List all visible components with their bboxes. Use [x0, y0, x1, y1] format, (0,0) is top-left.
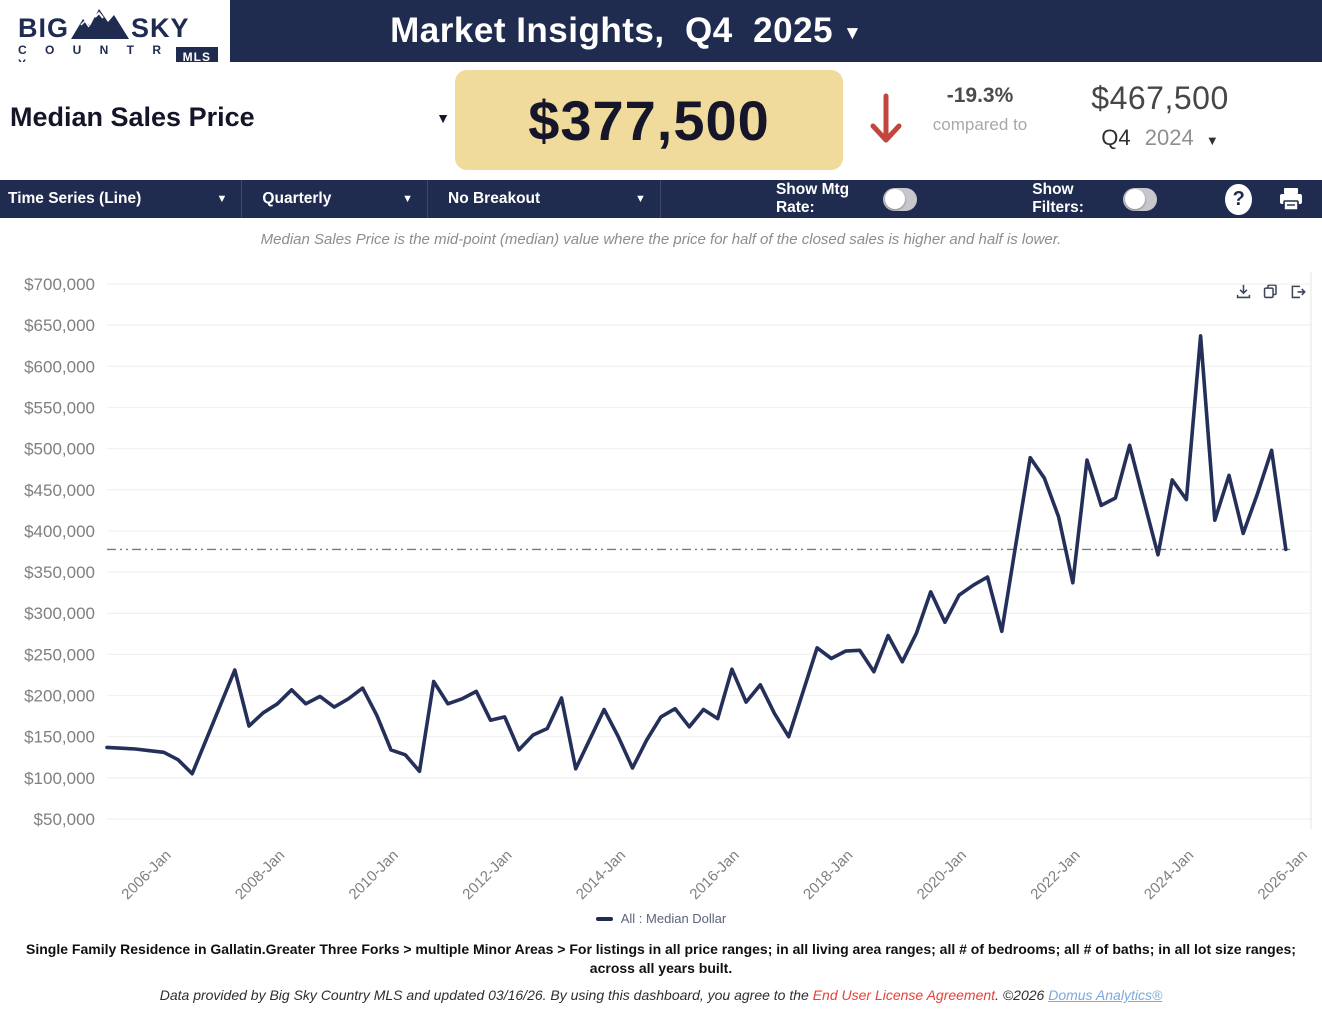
title-bar: Market Insights, Q4 2025 ▼ — [230, 0, 1322, 62]
chart-type-label: Time Series (Line) — [8, 190, 142, 207]
show-filters-label: Show Filters: — [1032, 181, 1084, 216]
mountain-icon — [71, 9, 130, 44]
y-axis-label: $350,000 — [24, 563, 95, 582]
y-axis-label: $650,000 — [24, 316, 95, 335]
export-icon[interactable] — [1289, 283, 1306, 300]
previous-period-selector[interactable]: Q4 2024 ▼ — [1070, 125, 1250, 151]
breakout-dropdown[interactable]: No Breakout ▼ — [428, 180, 661, 218]
y-axis-label: $150,000 — [24, 728, 95, 747]
y-axis-label: $400,000 — [24, 522, 95, 541]
mtg-rate-toggle[interactable] — [883, 187, 918, 211]
previous-value: $467,500 — [1091, 80, 1229, 116]
y-axis-label: $450,000 — [24, 481, 95, 500]
frequency-caret-icon: ▼ — [402, 193, 414, 205]
title-dropdown[interactable]: Market Insights, Q4 2025 ▼ — [390, 11, 862, 51]
breakout-label: No Breakout — [448, 190, 541, 207]
filters-summary-text: Single Family Residence in Gallatin.Grea… — [26, 941, 1296, 976]
y-axis-label: $250,000 — [24, 645, 95, 664]
compared-to-label: compared to — [932, 115, 1028, 134]
y-axis-label: $100,000 — [24, 769, 95, 788]
eula-link[interactable]: End User License Agreement — [812, 987, 996, 1003]
frequency-label: Quarterly — [262, 190, 332, 207]
y-axis-label: $300,000 — [24, 604, 95, 623]
logo-word-sky: SKY — [131, 13, 190, 43]
previous-period-block: $467,500 Q4 2024 ▼ — [1070, 80, 1250, 151]
legend-line-swatch — [595, 916, 613, 921]
median-dollar-line-series — [105, 334, 1288, 776]
attribution-mid: . ©2026 — [995, 987, 1049, 1003]
x-axis-label: 2010-Jan — [346, 847, 402, 903]
help-button[interactable]: ? — [1225, 183, 1253, 215]
x-axis-label: 2020-Jan — [914, 847, 970, 903]
filters-toggle-knob — [1125, 189, 1146, 209]
chart-subtitle: Median Sales Price is the mid-point (med… — [260, 231, 1062, 248]
chart-action-icons — [1235, 283, 1306, 300]
metric-caret-icon: ▼ — [436, 109, 450, 126]
y-axis-label: $550,000 — [24, 398, 95, 417]
change-percent: -19.3% — [946, 84, 1014, 107]
trend-down-arrow-icon — [868, 90, 904, 155]
x-axis-label: 2026-Jan — [1255, 847, 1311, 903]
domus-analytics-link[interactable]: Domus Analytics® — [1048, 987, 1163, 1003]
logo-word-big: BIG — [18, 13, 70, 43]
show-mtg-rate-label: Show Mtg Rate: — [775, 181, 850, 216]
filters-toggle[interactable] — [1123, 187, 1158, 211]
filters-toggle-group: Show Filters: — [1032, 181, 1158, 217]
legend-label: All : Median Dollar — [620, 911, 727, 926]
header: BIG SKY C O U N T R Y MLS Market Insight… — [0, 0, 1322, 71]
change-block: -19.3% compared to — [915, 84, 1045, 135]
print-button[interactable] — [1278, 187, 1304, 211]
y-axis-label: $500,000 — [24, 440, 95, 459]
x-axis-label: 2018-Jan — [800, 847, 856, 903]
download-icon[interactable] — [1235, 283, 1252, 300]
printer-icon — [1280, 188, 1303, 211]
chart-type-caret-icon: ▼ — [216, 193, 228, 205]
current-value: $377,500 — [528, 88, 770, 152]
previous-quarter: Q4 — [1101, 125, 1131, 150]
y-axis-label: $700,000 — [24, 275, 95, 294]
previous-year: 2024 — [1144, 125, 1194, 150]
x-axis-label: 2006-Jan — [118, 847, 174, 903]
filters-summary: Single Family Residence in Gallatin.Grea… — [0, 940, 1322, 978]
metric-selector[interactable]: Median Sales Price ▼ — [10, 102, 450, 133]
x-axis-label: 2016-Jan — [686, 847, 742, 903]
x-axis-label: 2012-Jan — [459, 847, 515, 903]
frequency-dropdown[interactable]: Quarterly ▼ — [242, 180, 429, 218]
x-axis-label: 2024-Jan — [1141, 847, 1197, 903]
breakout-caret-icon: ▼ — [635, 193, 646, 205]
page-title: Market Insights, Q4 2025 — [390, 11, 834, 50]
kpi-row: Median Sales Price ▼ $377,500 -19.3% com… — [0, 62, 1322, 180]
x-axis-label: 2022-Jan — [1027, 847, 1083, 903]
chart-legend: All : Median Dollar — [0, 911, 1322, 926]
title-caret-icon[interactable]: ▼ — [843, 23, 862, 44]
previous-caret-icon: ▼ — [1205, 133, 1219, 148]
attribution-prefix: Data provided by Big Sky Country MLS and… — [159, 987, 813, 1003]
chart-toolbar: Time Series (Line) ▼ Quarterly ▼ No Brea… — [0, 180, 1322, 218]
x-axis-label: 2014-Jan — [573, 847, 629, 903]
mtg-rate-toggle-group: Show Mtg Rate: — [775, 181, 918, 217]
copy-icon[interactable] — [1262, 283, 1279, 300]
y-axis-label: $600,000 — [24, 357, 95, 376]
current-value-box: $377,500 — [455, 70, 843, 170]
y-axis-label: $200,000 — [24, 687, 95, 706]
attribution-line: Data provided by Big Sky Country MLS and… — [0, 987, 1322, 1003]
time-series-line-chart: $50,000 $100,000 $150,000 $200,000 $250,000 $… — [24, 272, 1312, 903]
y-axis-label: $50,000 — [34, 810, 95, 829]
chart-type-dropdown[interactable]: Time Series (Line) ▼ — [0, 180, 243, 218]
mtg-rate-toggle-knob — [885, 189, 906, 209]
metric-label: Median Sales Price — [10, 102, 255, 132]
x-axis-label: 2008-Jan — [232, 847, 288, 903]
